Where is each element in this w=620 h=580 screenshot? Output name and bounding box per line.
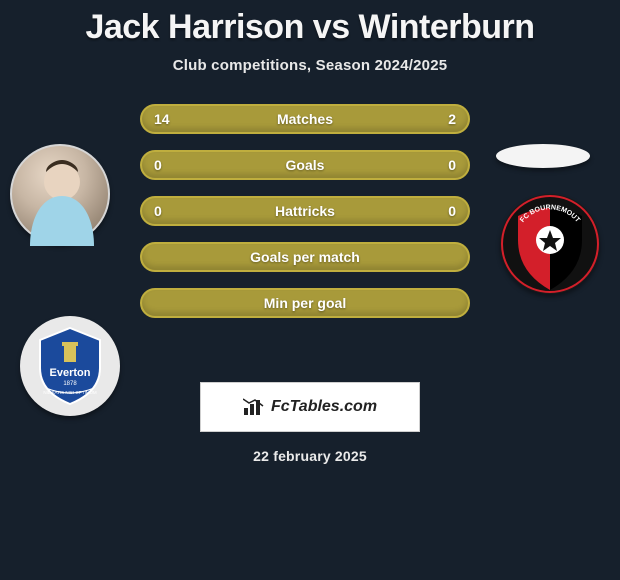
branding-text: FcTables.com <box>271 398 377 416</box>
player-right-placeholder <box>496 144 590 168</box>
bournemouth-crest-icon: AFC BOURNEMOUTH <box>500 194 600 294</box>
crest-text: Everton <box>50 367 91 379</box>
everton-crest-icon: Everton 1878 NIL SATIS NISI OPTIMUM <box>26 322 114 410</box>
club-right-crest: AFC BOURNEMOUTH <box>500 194 600 294</box>
stat-right-value: 2 <box>448 111 456 127</box>
stat-right-value: 0 <box>448 157 456 173</box>
stat-right-value: 0 <box>448 203 456 219</box>
bar-chart-icon <box>243 398 265 416</box>
crest-year: 1878 <box>63 381 77 387</box>
stat-bars: 14 Matches 2 0 Goals 0 0 Hattricks 0 Goa… <box>140 104 470 334</box>
stat-left-value: 0 <box>154 157 162 173</box>
stat-label: Goals <box>286 157 325 173</box>
page-subtitle: Club competitions, Season 2024/2025 <box>0 57 620 74</box>
stat-row-goals-per-match: Goals per match <box>140 242 470 272</box>
club-left-crest: Everton 1878 NIL SATIS NISI OPTIMUM <box>20 316 120 416</box>
player-silhouette-icon <box>12 146 112 246</box>
stat-row-min-per-goal: Min per goal <box>140 288 470 318</box>
stat-label: Hattricks <box>275 203 335 219</box>
stat-row-hattricks: 0 Hattricks 0 <box>140 196 470 226</box>
stat-row-matches: 14 Matches 2 <box>140 104 470 134</box>
player-left-photo <box>10 144 110 244</box>
stat-label: Goals per match <box>250 249 360 265</box>
stat-label: Matches <box>277 111 333 127</box>
stat-row-goals: 0 Goals 0 <box>140 150 470 180</box>
svg-text:NIL SATIS NISI OPTIMUM: NIL SATIS NISI OPTIMUM <box>43 390 97 395</box>
stat-left-value: 0 <box>154 203 162 219</box>
date-text: 22 february 2025 <box>0 448 620 464</box>
stat-left-value: 14 <box>154 111 170 127</box>
branding-badge: FcTables.com <box>200 382 420 432</box>
stat-label: Min per goal <box>264 295 346 311</box>
page-title: Jack Harrison vs Winterburn <box>0 0 620 47</box>
